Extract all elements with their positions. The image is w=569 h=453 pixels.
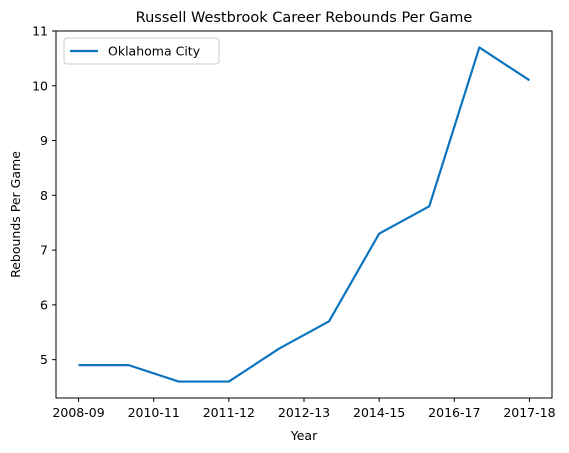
- y-tick-label: 10: [32, 78, 48, 93]
- y-tick-label: 8: [40, 188, 48, 203]
- y-tick-label: 11: [32, 24, 48, 39]
- legend-label: Oklahoma City: [108, 44, 201, 59]
- series-layer: [78, 46, 531, 383]
- x-tick-label: 2011-12: [203, 405, 255, 420]
- x-tick-label: 2010-11: [128, 405, 180, 420]
- legend: Oklahoma City: [63, 37, 220, 65]
- y-tick-label: 6: [40, 297, 48, 312]
- x-tick-label: 2012-13: [278, 405, 330, 420]
- chart-title: Russell Westbrook Career Rebounds Per Ga…: [136, 10, 473, 26]
- series-line: [78, 46, 531, 383]
- x-axis: 2008-09 2010-11 2011-12 2012-13 2014-15 2016-…: [52, 398, 556, 420]
- plot-frame: [55, 30, 553, 399]
- x-tick-label: 2016-17: [428, 405, 480, 420]
- plot-area: [55, 30, 553, 399]
- x-axis-label: Year: [290, 428, 318, 443]
- x-tick-label: 2017-18: [503, 405, 555, 420]
- y-tick-label: 5: [40, 352, 48, 367]
- x-tick-label: 2008-09: [52, 405, 104, 420]
- y-axis: 5 6 7 8 9 10 11: [32, 24, 56, 367]
- y-tick-label: 7: [40, 243, 48, 258]
- y-tick-label: 9: [40, 133, 48, 148]
- x-tick-label: 2014-15: [353, 405, 405, 420]
- y-axis-label: Rebounds Per Game: [8, 151, 23, 278]
- legend-box: [63, 37, 220, 65]
